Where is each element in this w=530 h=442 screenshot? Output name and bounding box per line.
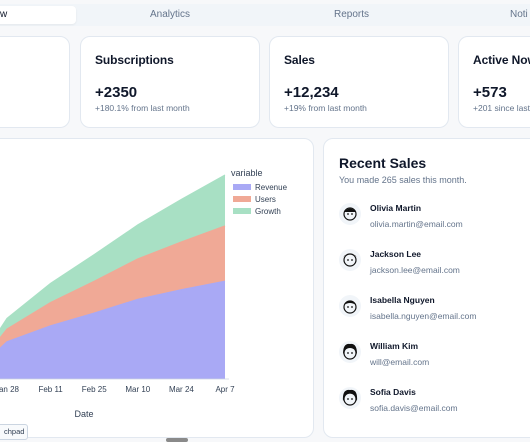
x-tick-label: Mar 24 bbox=[169, 385, 194, 394]
tab-notifications[interactable]: Noti bbox=[510, 9, 528, 20]
kpi-card-active-now: Active Now +573 +201 since last bbox=[458, 36, 530, 128]
avatar bbox=[339, 341, 361, 363]
person-avatar-icon bbox=[343, 300, 357, 314]
recent-sales-card: Recent Sales You made 265 sales this mon… bbox=[323, 138, 530, 438]
x-tick-label: Mar 10 bbox=[125, 385, 150, 394]
avatar bbox=[339, 295, 361, 317]
line-revenue bbox=[0, 280, 226, 350]
sale-name: Isabella Nguyen bbox=[370, 295, 435, 305]
kpi-title: Subscriptions bbox=[95, 53, 174, 67]
kpi-title: Active Now bbox=[473, 53, 530, 67]
sale-name: Jackson Lee bbox=[370, 249, 422, 259]
x-tick-label: Feb 25 bbox=[82, 385, 107, 394]
kpi-card-subscriptions: Subscriptions +2350 +180.1% from last mo… bbox=[80, 36, 260, 128]
launchpad-button[interactable]: chpad bbox=[0, 424, 28, 440]
kpi-subtext: +19% from last month bbox=[284, 103, 367, 113]
x-tick-label: Jan 28 bbox=[0, 385, 20, 394]
kpi-value: +573 bbox=[473, 84, 507, 101]
sale-name: Sofia Davis bbox=[370, 387, 416, 397]
legend-swatch-revenue bbox=[233, 184, 251, 190]
avatar bbox=[339, 203, 361, 225]
sale-name: William Kim bbox=[370, 341, 419, 351]
kpi-subtext: +180.1% from last month bbox=[95, 103, 190, 113]
area-growth bbox=[0, 175, 225, 349]
sale-item[interactable]: William Kim will@email.com bbox=[339, 341, 530, 377]
stacked-area-chart: Jan 28 Feb 11 Feb 25 Mar 10 Mar 24 Apr 7 Date… bbox=[0, 168, 288, 419]
avatar bbox=[339, 387, 361, 409]
sale-email: isabella.nguyen@email.com bbox=[370, 311, 477, 321]
kpi-card-revenue bbox=[0, 36, 70, 128]
sale-item[interactable]: Isabella Nguyen isabella.nguyen@email.co… bbox=[339, 295, 530, 331]
sale-item[interactable]: Jackson Lee jackson.lee@email.com bbox=[339, 249, 530, 285]
kpi-value: +2350 bbox=[95, 84, 138, 101]
legend-swatch-growth bbox=[233, 208, 251, 214]
tab-overview[interactable]: w bbox=[0, 6, 76, 24]
x-axis-label: Date bbox=[74, 409, 93, 419]
chart-card: Jan 28 Feb 11 Feb 25 Mar 10 Mar 24 Apr 7 Date… bbox=[0, 138, 314, 438]
x-tick-label: Apr 7 bbox=[215, 385, 235, 394]
person-avatar-icon bbox=[343, 253, 357, 267]
recent-sales-title: Recent Sales bbox=[339, 155, 427, 171]
horizontal-scrollbar[interactable] bbox=[166, 438, 188, 442]
kpi-title: Sales bbox=[284, 53, 315, 67]
sale-email: jackson.lee@email.com bbox=[370, 265, 460, 275]
line-growth bbox=[0, 174, 226, 331]
person-avatar-icon bbox=[343, 207, 357, 221]
area-revenue bbox=[0, 281, 225, 379]
legend-label-revenue: Revenue bbox=[255, 183, 288, 192]
person-avatar-icon bbox=[343, 343, 357, 360]
person-avatar-icon bbox=[342, 389, 358, 406]
kpi-subtext: +201 since last bbox=[473, 103, 530, 113]
tab-bar: w Analytics Reports Noti bbox=[0, 4, 530, 26]
legend-label-growth: Growth bbox=[255, 207, 281, 216]
kpi-card-sales: Sales +12,234 +19% from last month bbox=[269, 36, 449, 128]
legend-title: variable bbox=[231, 168, 263, 178]
tab-reports[interactable]: Reports bbox=[334, 9, 370, 20]
line-users bbox=[0, 225, 226, 339]
sale-email: sofia.davis@email.com bbox=[370, 403, 458, 413]
sale-email: will@email.com bbox=[370, 357, 430, 367]
sale-item[interactable]: Olivia Martin olivia.martin@email.com bbox=[339, 203, 530, 239]
sale-email: olivia.martin@email.com bbox=[370, 219, 463, 229]
sale-item[interactable]: Sofia Davis sofia.davis@email.com bbox=[339, 387, 530, 423]
legend-label-users: Users bbox=[255, 195, 276, 204]
legend-swatch-users bbox=[233, 196, 251, 202]
tab-analytics[interactable]: Analytics bbox=[150, 9, 191, 20]
x-tick-label: Feb 11 bbox=[38, 385, 63, 394]
recent-sales-subtitle: You made 265 sales this month. bbox=[339, 175, 467, 185]
kpi-value: +12,234 bbox=[284, 84, 339, 101]
avatar bbox=[339, 249, 361, 271]
sale-name: Olivia Martin bbox=[370, 203, 422, 213]
